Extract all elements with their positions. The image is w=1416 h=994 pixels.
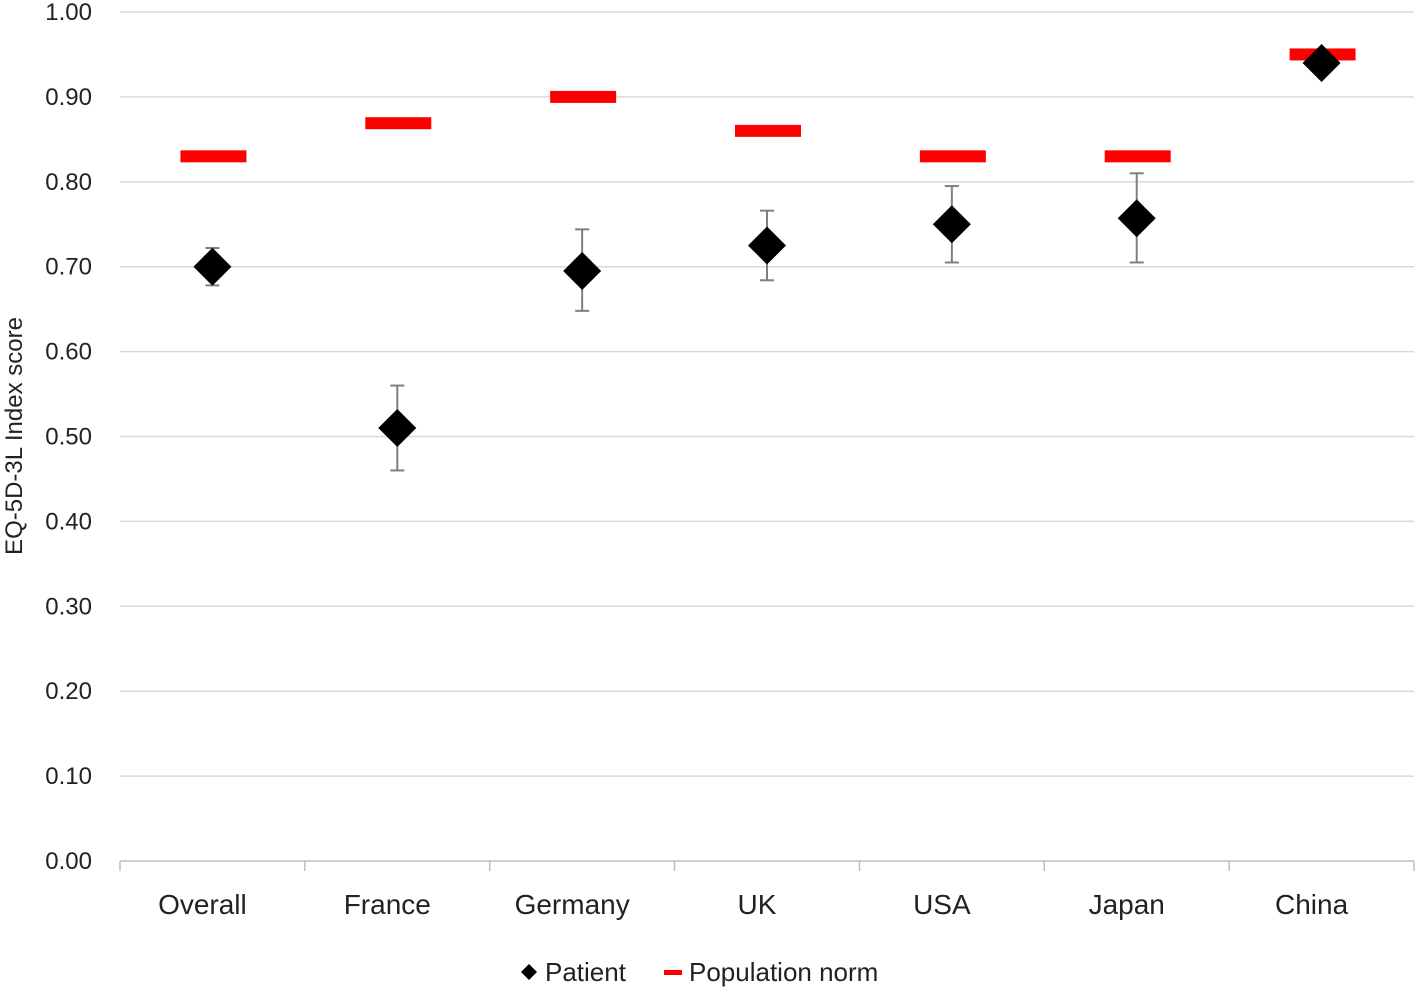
population-norm-mark — [735, 124, 801, 137]
legend-item-population-norm: Population norm — [664, 957, 878, 987]
y-tick-label: 0.00 — [45, 848, 92, 875]
y-tick-label: 0.50 — [45, 424, 92, 451]
legend-diamond-icon — [521, 964, 537, 980]
y-tick-label: 0.30 — [45, 593, 92, 620]
legend-label-patient: Patient — [545, 957, 627, 987]
population-norm-mark — [180, 150, 247, 163]
population-norm-mark — [550, 90, 617, 103]
y-tick-label: 1.00 — [45, 0, 92, 26]
x-tick-label: China — [1275, 889, 1349, 920]
patient-point — [563, 251, 602, 290]
y-tick-label: 0.10 — [45, 763, 92, 790]
patient-point — [748, 226, 786, 265]
patient-point — [378, 409, 417, 448]
legend-dash-icon — [664, 970, 682, 975]
gridlines — [120, 11, 1414, 777]
y-tick-label: 0.80 — [45, 169, 92, 196]
y-axis-ticks: 0.00 0.10 0.20 0.30 0.40 0.50 0.60 0.70 0.80 0.90… — [45, 0, 92, 875]
patient-point — [1117, 199, 1156, 238]
population-norm-mark — [1104, 150, 1171, 163]
legend: Patient Population norm — [521, 957, 878, 987]
patient-point — [1302, 43, 1341, 82]
y-tick-label: 0.90 — [45, 84, 92, 111]
y-tick-label: 0.20 — [45, 678, 92, 705]
x-tick-label: Japan — [1089, 889, 1165, 920]
patient-point — [193, 247, 232, 286]
legend-item-patient: Patient — [521, 957, 627, 987]
x-tick-label: USA — [913, 889, 971, 920]
population-norm-mark — [919, 150, 986, 163]
x-tick-label: Overall — [158, 889, 247, 920]
y-axis-label: EQ-5D-3L Index score — [1, 317, 28, 555]
x-tick-label: France — [344, 889, 431, 920]
series-marks — [180, 43, 1356, 472]
population-norm-mark — [365, 117, 432, 130]
x-tick-label: UK — [738, 889, 777, 920]
legend-label-population-norm: Population norm — [689, 957, 878, 987]
y-tick-label: 0.70 — [45, 254, 92, 281]
y-tick-label: 0.40 — [45, 508, 92, 535]
x-axis — [119, 860, 1415, 871]
y-tick-label: 0.60 — [45, 339, 92, 366]
x-axis-ticks: Overall France Germany UK USA Japan China — [158, 889, 1348, 920]
patient-point — [932, 205, 971, 244]
x-tick-label: Germany — [515, 889, 630, 920]
